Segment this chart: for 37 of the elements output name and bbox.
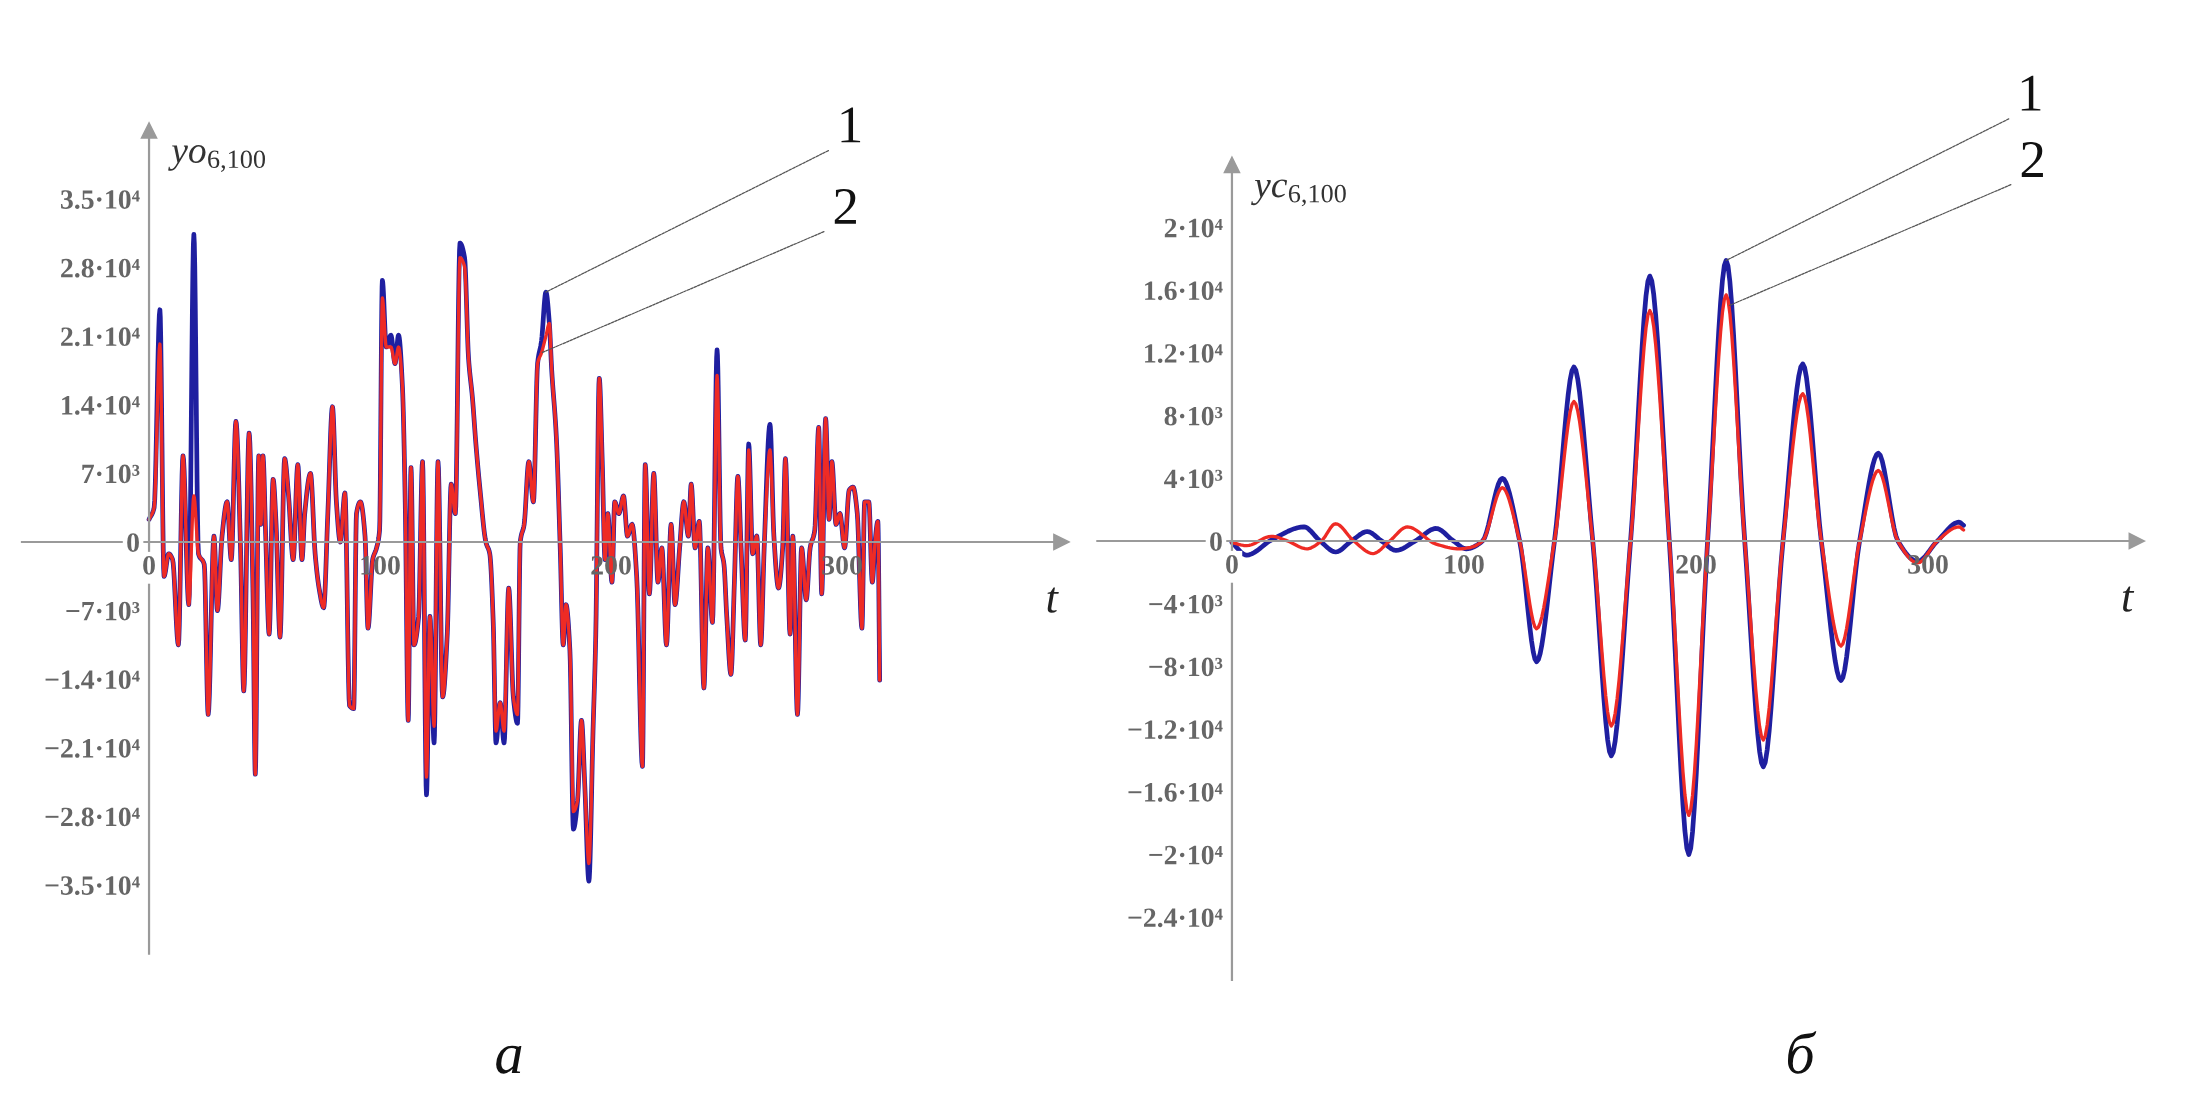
x-axis-title: t bbox=[2122, 586, 2135, 612]
y-tick-label: 0 bbox=[1210, 532, 1222, 551]
y-tick-label: −1.6·10⁴ bbox=[1128, 782, 1223, 802]
y-axis-title: yo$_{6,100}$ bbox=[168, 145, 266, 172]
y-tick-label: −2.8·10⁴ bbox=[45, 807, 140, 827]
y-tick-label: 4·10³ bbox=[1164, 469, 1223, 489]
y-tick-label: −1.2·10⁴ bbox=[1128, 720, 1223, 740]
y-tick-label: 2.1·10⁴ bbox=[61, 327, 140, 347]
y-tick-label: 3.5·10⁴ bbox=[60, 190, 140, 210]
y-tick-label: −4·10³ bbox=[1149, 594, 1223, 614]
y-tick-label: −2.1·10⁴ bbox=[45, 738, 140, 758]
y-tick-label: 1.4·10⁴ bbox=[62, 395, 140, 415]
x-tick-label: 300 bbox=[1908, 555, 1948, 574]
y-tick-label: 2.8·10⁴ bbox=[61, 258, 140, 278]
y-axis-title: yc$_{6,100}$ bbox=[1251, 179, 1346, 207]
y-tick-label: 2·10⁴ bbox=[1164, 218, 1223, 238]
annotation: 2 bbox=[834, 188, 856, 224]
y-tick-label: −2.4·10⁴ bbox=[1128, 908, 1223, 928]
x-axis-title: t bbox=[1047, 587, 1059, 613]
y-tick-label: 0 bbox=[127, 533, 139, 552]
x-tick-label: 0 bbox=[1226, 555, 1238, 574]
annotation: 2 bbox=[2021, 141, 2043, 177]
y-tick-label: 1.6·10⁴ bbox=[1145, 281, 1223, 301]
y-tick-label: 8·10³ bbox=[1164, 406, 1223, 426]
text: б bbox=[1787, 1031, 1817, 1074]
y-tick-label: −3.5·10⁴ bbox=[45, 876, 140, 896]
text: а bbox=[496, 1045, 522, 1074]
x-tick-label: 0 bbox=[143, 555, 155, 575]
annotation: 1 bbox=[2021, 75, 2041, 111]
y-tick-label: 1.2·10⁴ bbox=[1145, 344, 1223, 363]
x-tick-label: 100 bbox=[1445, 555, 1484, 574]
y-tick-label: −8·10³ bbox=[1149, 657, 1223, 677]
y-tick-label: −1.4·10⁴ bbox=[45, 670, 140, 690]
y-tick-label: −2·10⁴ bbox=[1149, 845, 1223, 865]
annotation: 1 bbox=[841, 107, 861, 143]
y-tick-label: 7·10³ bbox=[82, 464, 140, 484]
y-tick-label: −7·10³ bbox=[66, 601, 140, 621]
